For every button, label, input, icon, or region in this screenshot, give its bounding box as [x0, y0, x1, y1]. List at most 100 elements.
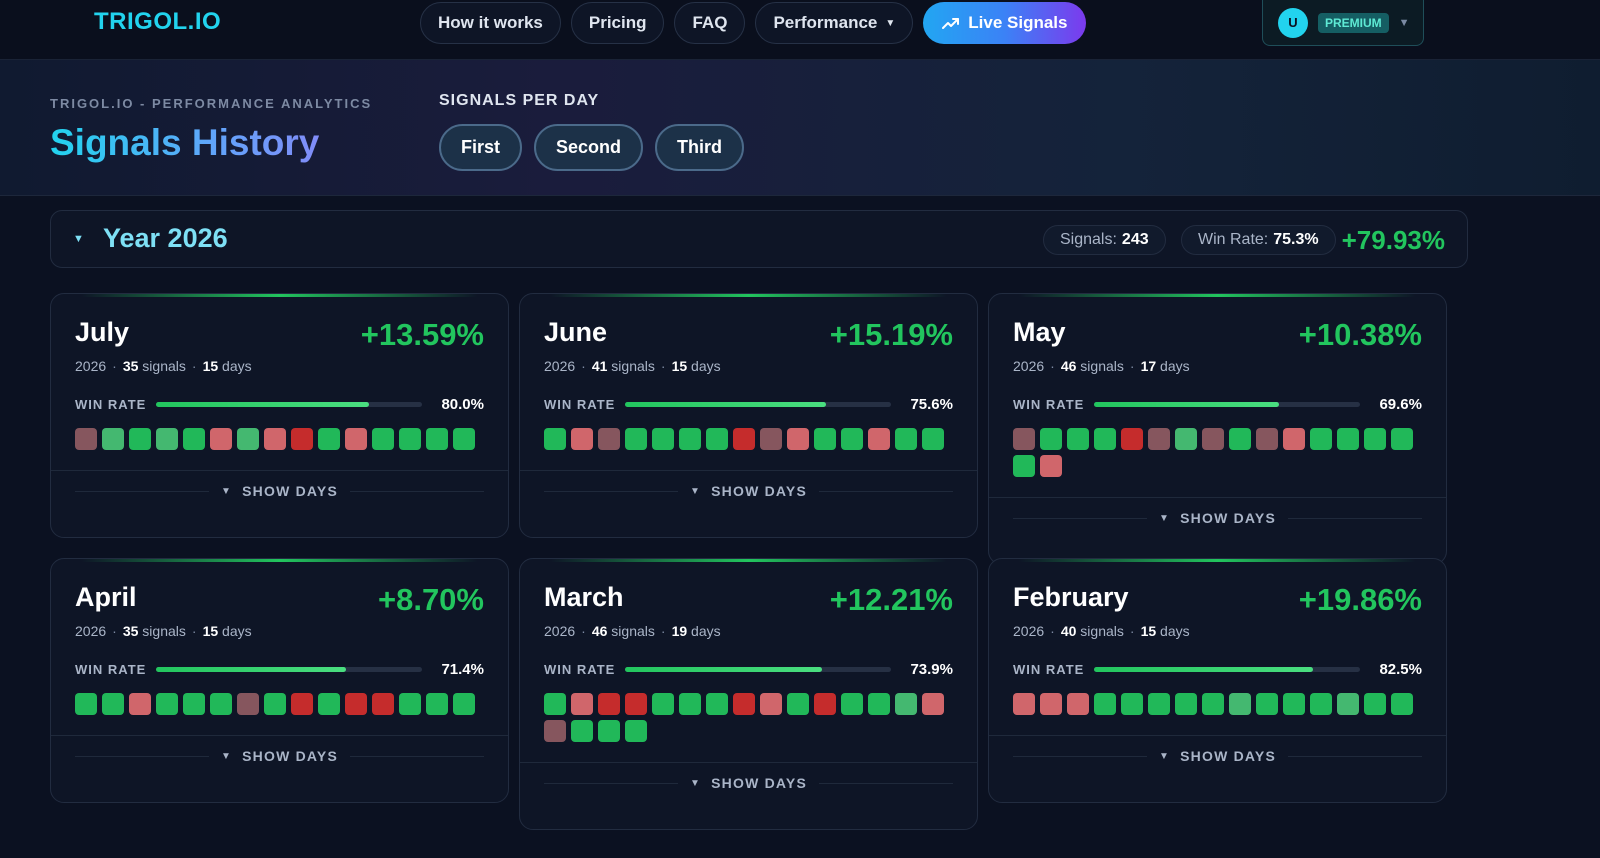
show-days-toggle[interactable]: ▼ SHOW DAYS	[1013, 508, 1422, 528]
day-result-square[interactable]	[237, 428, 259, 450]
day-result-square[interactable]	[733, 428, 755, 450]
day-result-square[interactable]	[571, 693, 593, 715]
day-result-square[interactable]	[922, 428, 944, 450]
day-result-square[interactable]	[102, 428, 124, 450]
day-result-square[interactable]	[102, 693, 124, 715]
day-result-square[interactable]	[183, 428, 205, 450]
day-result-square[interactable]	[1391, 693, 1413, 715]
spd-third-button[interactable]: Third	[655, 124, 745, 171]
day-result-square[interactable]	[733, 693, 755, 715]
day-result-square[interactable]	[1148, 428, 1170, 450]
year-summary-bar[interactable]: ▼ Year 2026 Signals: 243 Win Rate: 75.3%…	[50, 210, 1468, 268]
day-result-square[interactable]	[372, 693, 394, 715]
day-result-square[interactable]	[156, 428, 178, 450]
day-result-square[interactable]	[75, 428, 97, 450]
day-result-square[interactable]	[679, 693, 701, 715]
day-result-square[interactable]	[1121, 428, 1143, 450]
spd-second-button[interactable]: Second	[534, 124, 644, 171]
day-result-square[interactable]	[210, 428, 232, 450]
day-result-square[interactable]	[544, 720, 566, 742]
day-result-square[interactable]	[453, 693, 475, 715]
day-result-square[interactable]	[345, 428, 367, 450]
day-result-square[interactable]	[1040, 693, 1062, 715]
day-result-square[interactable]	[1094, 693, 1116, 715]
day-result-square[interactable]	[1148, 693, 1170, 715]
day-result-square[interactable]	[264, 428, 286, 450]
day-result-square[interactable]	[571, 720, 593, 742]
day-result-square[interactable]	[841, 428, 863, 450]
show-days-toggle[interactable]: ▼ SHOW DAYS	[75, 481, 484, 501]
day-result-square[interactable]	[318, 693, 340, 715]
day-result-square[interactable]	[318, 428, 340, 450]
day-result-square[interactable]	[1013, 428, 1035, 450]
day-result-square[interactable]	[868, 693, 890, 715]
day-result-square[interactable]	[1337, 693, 1359, 715]
day-result-square[interactable]	[345, 693, 367, 715]
day-result-square[interactable]	[372, 428, 394, 450]
day-result-square[interactable]	[814, 693, 836, 715]
show-days-toggle[interactable]: ▼ SHOW DAYS	[1013, 746, 1422, 766]
day-result-square[interactable]	[1121, 693, 1143, 715]
day-result-square[interactable]	[399, 428, 421, 450]
day-result-square[interactable]	[922, 693, 944, 715]
day-result-square[interactable]	[1175, 428, 1197, 450]
show-days-toggle[interactable]: ▼ SHOW DAYS	[544, 773, 953, 793]
day-result-square[interactable]	[706, 693, 728, 715]
day-result-square[interactable]	[706, 428, 728, 450]
day-result-square[interactable]	[399, 693, 421, 715]
day-result-square[interactable]	[1391, 428, 1413, 450]
day-result-square[interactable]	[787, 428, 809, 450]
day-result-square[interactable]	[426, 428, 448, 450]
day-result-square[interactable]	[1364, 428, 1386, 450]
day-result-square[interactable]	[129, 693, 151, 715]
day-result-square[interactable]	[841, 693, 863, 715]
day-result-square[interactable]	[1364, 693, 1386, 715]
day-result-square[interactable]	[652, 693, 674, 715]
day-result-square[interactable]	[1067, 428, 1089, 450]
account-menu[interactable]: U PREMIUM ▼	[1262, 0, 1424, 46]
show-days-toggle[interactable]: ▼ SHOW DAYS	[75, 746, 484, 766]
day-result-square[interactable]	[868, 428, 890, 450]
day-result-square[interactable]	[1229, 693, 1251, 715]
live-signals-button[interactable]: Live Signals	[923, 2, 1087, 44]
day-result-square[interactable]	[1283, 693, 1305, 715]
day-result-square[interactable]	[625, 428, 647, 450]
day-result-square[interactable]	[571, 428, 593, 450]
day-result-square[interactable]	[210, 693, 232, 715]
day-result-square[interactable]	[1202, 428, 1224, 450]
day-result-square[interactable]	[895, 428, 917, 450]
day-result-square[interactable]	[679, 428, 701, 450]
day-result-square[interactable]	[75, 693, 97, 715]
day-result-square[interactable]	[1310, 693, 1332, 715]
day-result-square[interactable]	[156, 693, 178, 715]
day-result-square[interactable]	[814, 428, 836, 450]
nav-performance-dropdown[interactable]: Performance ▼	[755, 2, 914, 44]
day-result-square[interactable]	[598, 720, 620, 742]
day-result-square[interactable]	[895, 693, 917, 715]
day-result-square[interactable]	[291, 693, 313, 715]
day-result-square[interactable]	[1040, 455, 1062, 477]
day-result-square[interactable]	[129, 428, 151, 450]
day-result-square[interactable]	[1175, 693, 1197, 715]
day-result-square[interactable]	[625, 693, 647, 715]
day-result-square[interactable]	[598, 693, 620, 715]
nav-faq[interactable]: FAQ	[674, 2, 746, 44]
day-result-square[interactable]	[787, 693, 809, 715]
logo[interactable]: TRIGOL.IO	[94, 8, 222, 35]
day-result-square[interactable]	[1283, 428, 1305, 450]
day-result-square[interactable]	[183, 693, 205, 715]
day-result-square[interactable]	[544, 693, 566, 715]
nav-how-it-works[interactable]: How it works	[420, 2, 561, 44]
day-result-square[interactable]	[1256, 428, 1278, 450]
day-result-square[interactable]	[1310, 428, 1332, 450]
day-result-square[interactable]	[426, 693, 448, 715]
day-result-square[interactable]	[544, 428, 566, 450]
day-result-square[interactable]	[760, 693, 782, 715]
day-result-square[interactable]	[237, 693, 259, 715]
collapse-caret-icon[interactable]: ▼	[73, 233, 84, 245]
day-result-square[interactable]	[264, 693, 286, 715]
day-result-square[interactable]	[1256, 693, 1278, 715]
spd-first-button[interactable]: First	[439, 124, 523, 171]
day-result-square[interactable]	[1040, 428, 1062, 450]
day-result-square[interactable]	[1013, 455, 1035, 477]
